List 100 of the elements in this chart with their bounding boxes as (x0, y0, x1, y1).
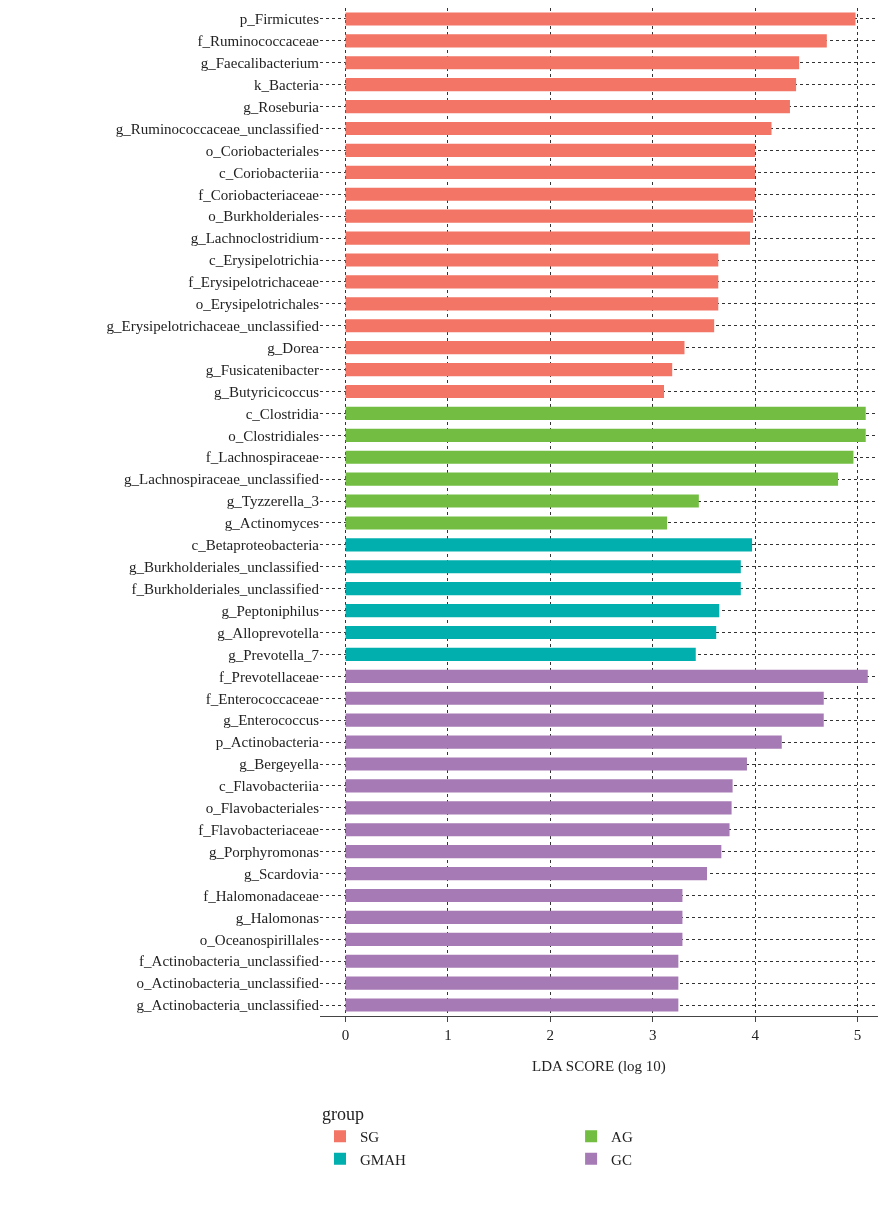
legend-label: GC (611, 1151, 632, 1168)
bar (345, 735, 782, 749)
y-tick-label: o_Oceanospirillales (199, 931, 320, 948)
y-tick-label: f_Lachnospiraceae (205, 449, 320, 466)
y-tick-label: c_Betaproteobacteria (191, 537, 320, 554)
y-tick-label: g_Burkholderiales_unclassified (129, 559, 320, 576)
bar (345, 275, 719, 289)
bar (345, 647, 696, 662)
bar (345, 253, 719, 267)
y-tick-label: g_Porphyromonas (209, 843, 320, 860)
bar (345, 823, 730, 837)
y-tick-label: g_Lachnospiraceae_unclassified (124, 471, 320, 488)
y-tick-label: o_Flavobacteriales (205, 800, 320, 817)
bar (345, 691, 824, 705)
bar (345, 121, 772, 136)
y-tick-label: c_Flavobacteriia (219, 778, 320, 795)
y-tick-label: f_Actinobacteria_unclassified (139, 953, 320, 970)
bar (345, 187, 756, 201)
bar (345, 538, 753, 552)
y-tick-label: f_Erysipelotrichaceae (188, 274, 320, 291)
y-tick-label: g_Ruminococcaceae_unclassified (115, 120, 320, 137)
bar (345, 779, 733, 793)
bar (345, 428, 866, 442)
bar (345, 209, 754, 223)
y-tick-label: f_Enterococcaceae (205, 690, 320, 707)
x-tick-label: 3 (649, 1027, 657, 1043)
y-tick-label: g_Prevotella_7 (228, 646, 320, 663)
y-tick-label: f_Flavobacteriaceae (198, 821, 320, 838)
x-tick-label: 4 (751, 1027, 760, 1043)
y-tick-label: c_Clostridia (245, 405, 320, 422)
y-tick-label: c_Coriobacteriia (219, 164, 320, 181)
bar (345, 976, 679, 990)
bar (345, 845, 722, 859)
y-tick-label: o_Actinobacteria_unclassified (136, 975, 320, 992)
y-tick-label: f_Ruminococcaceae (197, 33, 320, 50)
bar (345, 100, 790, 114)
bar (345, 165, 756, 179)
y-tick-label: g_Faecalibacterium (200, 55, 320, 72)
bar (345, 319, 715, 333)
y-tick-label: g_Peptoniphilus (221, 602, 320, 619)
x-tick-label: 5 (853, 1027, 862, 1043)
legend-title: group (322, 1104, 364, 1125)
bar (345, 888, 683, 903)
bar (345, 56, 800, 70)
y-tick-label: p_Firmicutes (239, 11, 320, 28)
bar (345, 669, 868, 683)
y-tick-label: o_Coriobacteriales (205, 142, 320, 159)
y-tick-label: p_Actinobacteria (215, 734, 320, 751)
y-tick-label: o_Clostridiales (228, 427, 320, 444)
bar (345, 384, 665, 399)
bar (345, 560, 741, 574)
y-tick-label: g_Dorea (267, 339, 320, 356)
bar (345, 582, 741, 596)
x-tick-label: 2 (546, 1027, 555, 1043)
y-tick-label: g_Alloprevotella (217, 624, 320, 641)
bar (345, 625, 717, 640)
bar (345, 362, 673, 377)
y-tick-label: g_Roseburia (243, 98, 320, 115)
y-tick-label: f_Prevotellaceae (219, 668, 320, 685)
bar (345, 34, 827, 48)
y-tick-label: o_Erysipelotrichales (195, 296, 320, 313)
legend-label: AG (611, 1129, 633, 1146)
y-tick-label: c_Erysipelotrichia (209, 252, 320, 269)
y-tick-label: g_Scardovia (244, 865, 320, 882)
y-tick-label: f_Coriobacteriaceae (198, 186, 320, 203)
bar (345, 494, 699, 508)
y-tick-label: o_Burkholderiales (208, 208, 320, 225)
bar (345, 866, 708, 881)
bar (345, 516, 668, 530)
bar (345, 341, 685, 355)
y-tick-label: g_Enterococcus (223, 712, 320, 729)
legend-label: SG (360, 1129, 380, 1146)
bar (345, 472, 839, 486)
y-tick-label: g_Lachnoclostridium (190, 230, 320, 247)
bar (345, 998, 679, 1012)
x-tick-label: 0 (341, 1027, 350, 1043)
y-tick-label: f_Halomonadaceae (203, 887, 320, 904)
bar (345, 406, 866, 420)
bar (345, 757, 747, 771)
y-tick-label: g_Actinobacteria_unclassified (136, 997, 320, 1014)
y-tick-label: f_Burkholderiales_unclassified (131, 580, 320, 597)
y-tick-label: g_Tyzzerella_3 (226, 493, 319, 510)
y-tick-label: k_Bacteria (254, 76, 320, 93)
bar (345, 604, 720, 618)
bar (345, 910, 683, 924)
y-tick-label: g_Bergeyella (239, 756, 320, 773)
bar (345, 12, 856, 26)
bar (345, 231, 751, 245)
y-tick-label: g_Fusicatenibacter (205, 361, 319, 378)
bar (345, 450, 854, 464)
legend-label: GMAH (360, 1151, 406, 1168)
y-tick-label: g_Actinomyces (224, 515, 320, 532)
y-tick-label: g_Butyricicoccus (214, 383, 320, 400)
bar (345, 954, 679, 968)
bar (345, 297, 719, 311)
y-tick-label: g_Halomonas (235, 909, 320, 926)
bar (345, 713, 824, 727)
y-tick-label: g_Erysipelotrichaceae_unclassified (106, 317, 320, 334)
x-axis-title: LDA SCORE (log 10) (532, 1058, 666, 1075)
x-tick-label: 1 (444, 1027, 452, 1043)
